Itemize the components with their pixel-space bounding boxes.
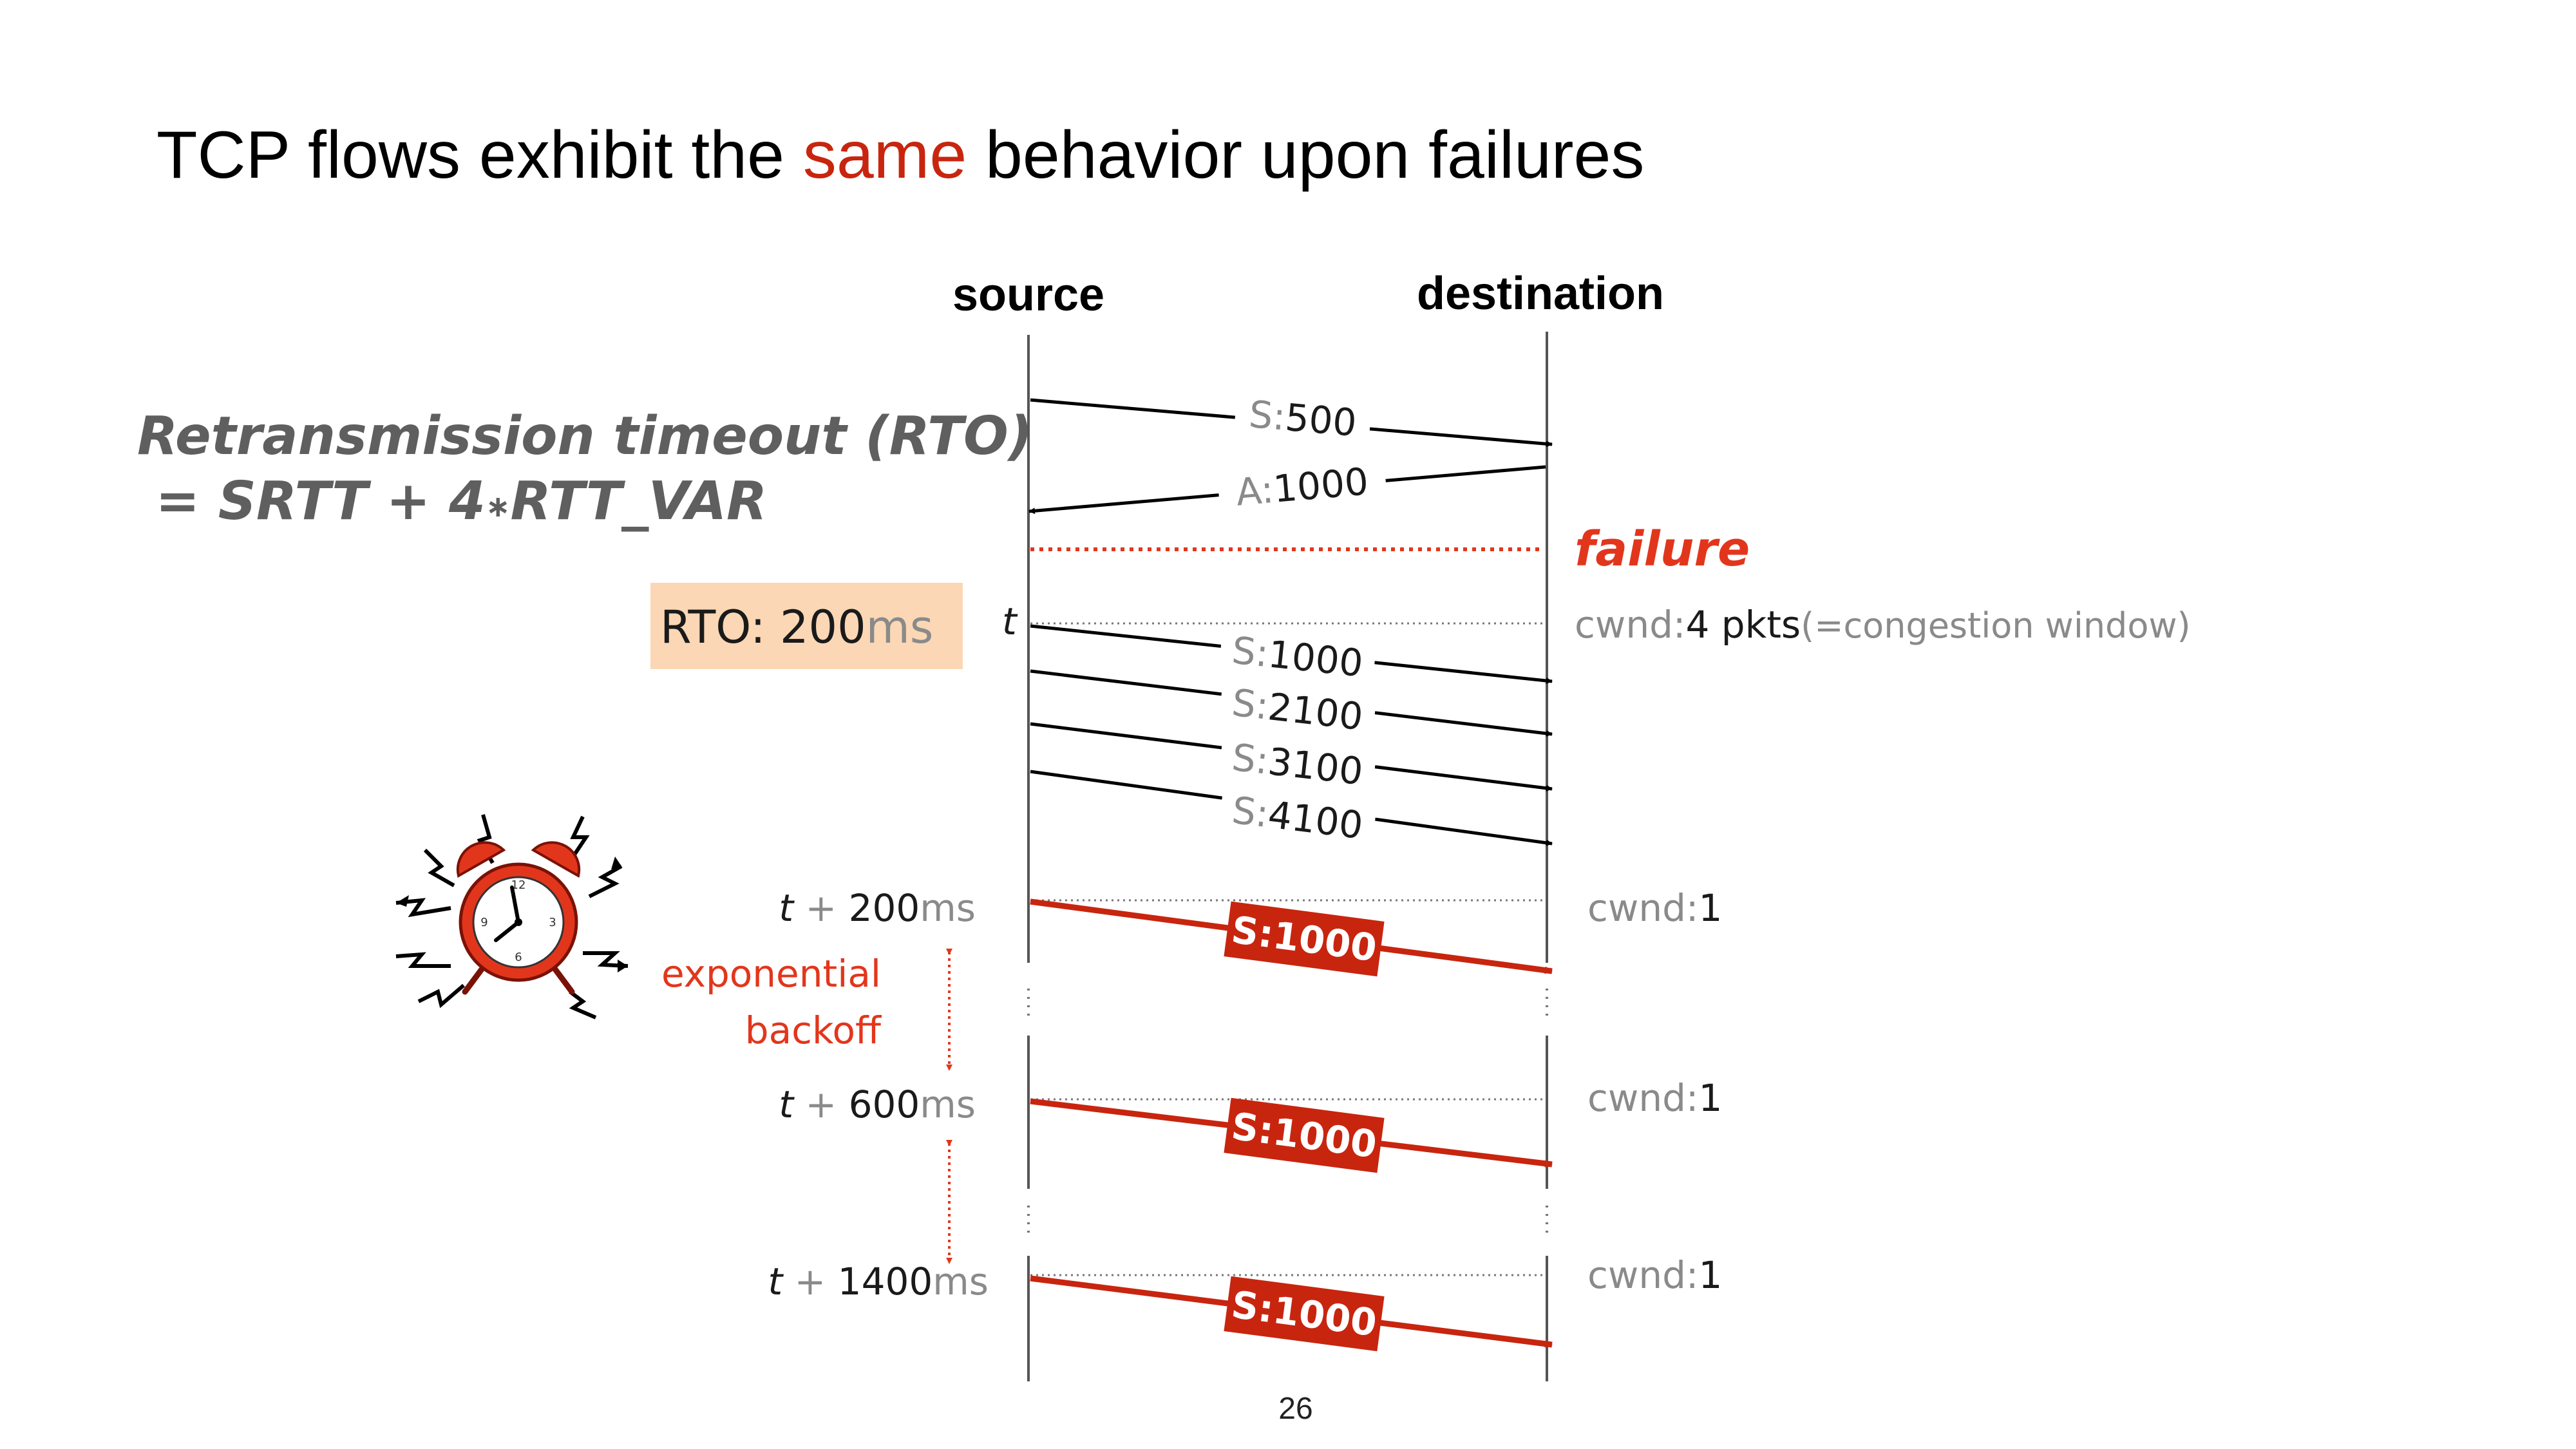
window-segment-label: S:2100	[1230, 681, 1365, 739]
window-segment-arrow: S:2100	[1030, 669, 1553, 741]
window-segment-label: S:3100	[1230, 735, 1365, 794]
cwnd-after-timeout: cwnd:1	[1587, 886, 1722, 930]
initial-ack-arrow: A:1000	[1028, 454, 1546, 520]
page-number: 26	[1278, 1392, 1312, 1426]
timestamp-label: t + 600ms	[779, 1083, 976, 1126]
backoff-label-line2: backoff	[745, 1009, 882, 1052]
svg-text:12: 12	[511, 878, 526, 892]
window-segment-label: S:1000	[1230, 629, 1365, 686]
cwnd-after-timeout: cwnd:1	[1587, 1076, 1722, 1120]
retransmission-label-box: S:1000	[1224, 1276, 1385, 1352]
retransmission-label-box: S:1000	[1224, 1097, 1385, 1173]
title-accent: same	[803, 118, 967, 193]
window-segment-arrow: S:1000	[1030, 624, 1553, 687]
t-marker: t	[1002, 600, 1018, 643]
retransmission-label: S:1000	[1229, 1104, 1379, 1167]
initial-ack-label: A:1000	[1235, 459, 1370, 514]
svg-text:9: 9	[480, 916, 488, 929]
failure-label: failure	[1575, 522, 1750, 577]
cwnd-after-timeout: cwnd:1	[1587, 1253, 1722, 1297]
rto-box: RTO: 200ms	[650, 583, 963, 669]
initial-segment-label: S:500	[1247, 392, 1358, 445]
retransmission-label-box: S:1000	[1224, 901, 1385, 977]
svg-text:6: 6	[515, 951, 522, 964]
initial-segment-arrow: S:500	[1030, 387, 1553, 450]
timestamp-label: t + 1400ms	[768, 1260, 989, 1303]
destination-header: destination	[1417, 268, 1664, 319]
window-segment-arrow: S:3100	[1030, 722, 1553, 795]
slide-title: TCP flows exhibit the same behavior upon…	[156, 118, 1644, 193]
rto-box-label: RTO: 200ms	[660, 601, 933, 654]
timestamp-label: t + 200ms	[779, 886, 976, 930]
svg-text:3: 3	[549, 916, 556, 929]
backoff-label-line1: exponential	[661, 952, 881, 996]
rto-formula-line2: = SRTT + 4∗RTT_VAR	[137, 471, 767, 532]
retransmission-label: S:1000	[1229, 1283, 1379, 1345]
alarm-clock-icon: 12 3 6 9	[395, 814, 629, 1019]
rto-formula-line1: Retransmission timeout (RTO)	[137, 406, 1032, 467]
retransmission-label: S:1000	[1229, 908, 1379, 971]
cwnd-initial: cwnd:4 pkts(=congestion window)	[1575, 603, 2191, 647]
source-header: source	[952, 269, 1104, 321]
window-segment-label: S:4100	[1229, 788, 1365, 848]
